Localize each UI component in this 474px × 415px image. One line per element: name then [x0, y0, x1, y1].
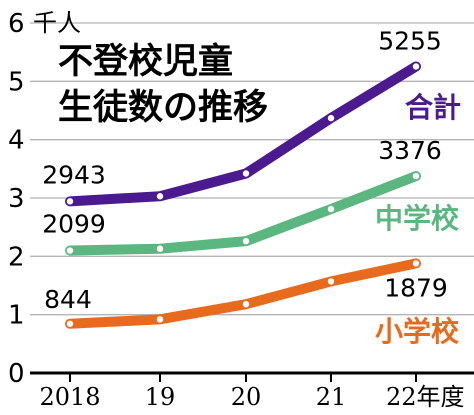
data-point-合計-22	[412, 63, 420, 70]
data-point-小学校-19	[156, 316, 164, 323]
data-point-中学校-22	[412, 172, 420, 180]
x-tick-label-22: 22年度	[386, 383, 465, 411]
data-point-合計-2018	[66, 198, 74, 205]
y-tick-label-2: 2	[8, 242, 25, 272]
data-label-中学校-22: 3376	[378, 136, 442, 165]
data-point-小学校-21	[327, 278, 335, 285]
data-point-合計-21	[327, 114, 335, 122]
series-line-合計	[65, 61, 421, 207]
data-point-中学校-20	[242, 237, 250, 245]
data-label-小学校-2018: 844	[44, 285, 92, 314]
series-group: 2943 5255 合計 2099 3376 中学校 844 1879 小学校	[42, 26, 461, 348]
data-label-合計-2018: 2943	[42, 160, 106, 189]
y-unit-label: 千人	[33, 9, 81, 37]
y-tick-label-5: 5	[8, 67, 25, 97]
y-axis: 0 1 2 3 4 5 6	[8, 9, 25, 389]
series-小学校: 844 1879 小学校	[44, 258, 460, 348]
x-tick-label-21: 21	[316, 383, 347, 411]
y-tick-label-4: 4	[8, 126, 25, 156]
data-point-中学校-19	[156, 245, 164, 252]
data-label-中学校-2018: 2099	[42, 210, 106, 239]
x-tick-label-2018: 2018	[39, 383, 100, 411]
series-name-小学校: 小学校	[375, 315, 460, 348]
series-name-合計: 合計	[405, 91, 461, 124]
data-point-中学校-2018	[66, 247, 74, 254]
x-tick-label-19: 19	[145, 383, 176, 411]
data-label-合計-22: 5255	[378, 26, 442, 55]
x-tick-label-20: 20	[231, 383, 262, 411]
data-point-小学校-2018	[66, 320, 74, 327]
y-tick-label-3: 3	[8, 184, 25, 214]
y-tick-label-6: 6	[8, 9, 25, 39]
data-point-中学校-21	[327, 205, 335, 213]
x-axis: 2018 19 20 21 22年度	[30, 371, 474, 411]
chart-title-line-2: 生徒数の推移	[58, 88, 268, 128]
series-line-中学校	[65, 171, 421, 256]
y-tick-label-1: 1	[8, 301, 25, 331]
data-label-小学校-22: 1879	[384, 273, 448, 302]
series-name-中学校: 中学校	[375, 202, 460, 235]
series-合計: 2943 5255 合計	[42, 26, 461, 207]
data-point-合計-20	[242, 170, 250, 177]
data-point-小学校-20	[242, 300, 250, 308]
y-tick-label-0: 0	[8, 359, 25, 389]
data-point-合計-19	[156, 193, 164, 200]
data-point-小学校-22	[412, 260, 420, 267]
series-中学校: 2099 3376 中学校	[42, 136, 460, 256]
chart-title-line-1: 不登校児童	[58, 42, 233, 82]
